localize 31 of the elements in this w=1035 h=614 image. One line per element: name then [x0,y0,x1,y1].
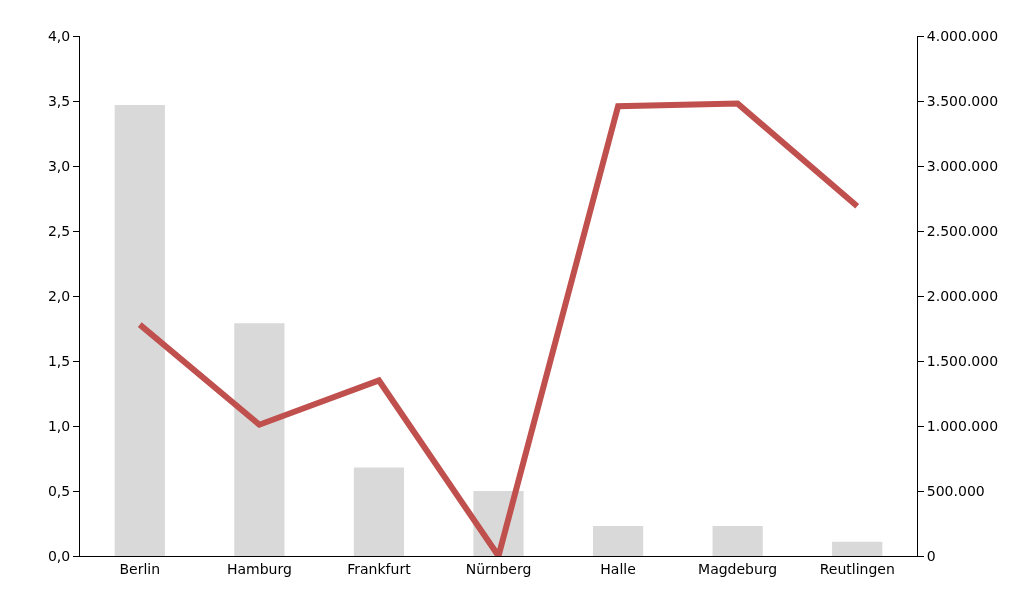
y2-tick-label: 3.000.000 [926,157,999,174]
bar [832,541,883,556]
y2-tick-label: 3.500.000 [926,92,999,109]
y-tick-label: 0,0 [47,547,71,564]
y2-tick-label: 4.000.000 [926,27,999,44]
y2-tick-label: 500.000 [926,482,985,499]
y-tick-label: 4,0 [47,27,71,44]
x-tick-label: Reutlingen [819,560,895,577]
y2-tick-label: 1.500.000 [926,352,999,369]
y-tick-label: 2,0 [47,287,71,304]
y2-tick-label: 0 [926,547,936,564]
bar [353,467,405,556]
bar [592,526,644,556]
x-tick-label: Magdeburg [698,560,778,577]
y2-tick-label: 1.000.000 [926,417,999,434]
y-tick-label: 2,5 [47,222,71,239]
bar [114,104,165,556]
y2-tick-label: 2.500.000 [926,222,999,239]
y-tick-label: 3,5 [47,92,71,109]
bar [234,323,285,556]
x-tick-label: Nürnberg [465,560,532,577]
bar [712,526,763,556]
x-tick-label: Frankfurt [347,560,412,577]
y-tick-label: 1,5 [47,352,71,369]
y-tick-label: 0,5 [47,482,71,499]
x-tick-label: Halle [600,560,636,577]
x-tick-label: Berlin [119,560,161,577]
x-tick-label: Hamburg [226,560,292,577]
y2-tick-label: 2.000.000 [926,287,999,304]
y-tick-label: 1,0 [47,417,71,434]
y-tick-label: 3,0 [47,157,71,174]
